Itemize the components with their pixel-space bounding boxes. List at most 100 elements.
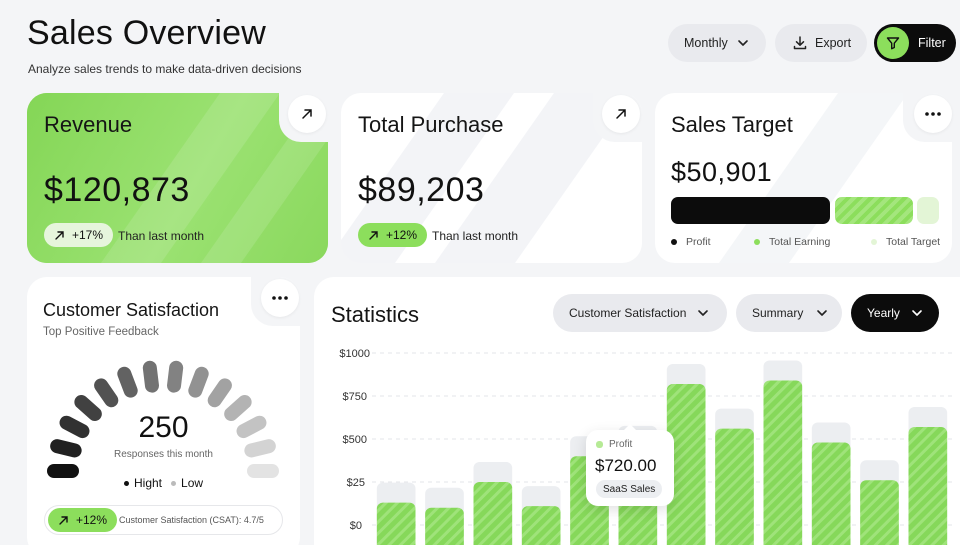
gauge-segment — [247, 464, 279, 478]
purchase-change-value: +12% — [386, 228, 418, 242]
revenue-title: Revenue — [44, 112, 133, 137]
chart-bar[interactable] — [908, 426, 948, 545]
page-title: Sales Overview — [27, 14, 266, 52]
chart-bar[interactable] — [666, 383, 706, 545]
purchase-note: Than last month — [432, 229, 519, 243]
gauge-segment — [94, 378, 119, 408]
legend-total-target-label: Total Target — [886, 236, 941, 248]
csat-title: Customer Satisfaction — [43, 300, 220, 320]
more-horizontal-icon — [925, 112, 941, 116]
view-dropdown[interactable]: Summary — [736, 294, 842, 332]
revenue-note: Than last month — [118, 229, 205, 243]
revenue-card: Revenue $120,873 +17% Than last month — [27, 92, 329, 263]
period-dropdown[interactable]: Monthly — [668, 24, 766, 62]
gauge-segment — [142, 360, 159, 393]
period-dropdown-label: Monthly — [684, 36, 728, 50]
chart-bar[interactable] — [811, 442, 851, 545]
arrow-up-right-icon — [302, 109, 312, 119]
revenue-change-value: +17% — [72, 228, 104, 242]
chart-bar[interactable] — [860, 480, 899, 545]
csat-legend-high: Hight — [134, 476, 163, 490]
filter-button[interactable]: Filter — [874, 24, 956, 62]
arrow-up-right-icon — [59, 515, 68, 525]
csat-footer-text: Customer Satisfaction (CSAT): 4.7/5 — [119, 515, 264, 525]
chart-bar[interactable] — [763, 380, 803, 545]
csat-value-caption: Responses this month — [114, 449, 213, 460]
page-subtitle: Analyze sales trends to make data-driven… — [28, 62, 302, 76]
tooltip-series: Profit — [596, 439, 632, 450]
filter-label: Filter — [918, 36, 946, 50]
more-horizontal-icon — [272, 296, 288, 300]
purchase-title: Total Purchase — [358, 112, 504, 137]
sales-target-more-button[interactable] — [914, 95, 952, 133]
chevron-down-icon — [737, 40, 748, 46]
metric-dropdown-label: Customer Satisfaction — [569, 306, 687, 320]
gauge-segment — [224, 395, 252, 421]
arrow-up-right-icon — [616, 109, 626, 119]
y-tick-label: $750 — [342, 391, 367, 403]
y-tick-label: $0 — [349, 520, 362, 532]
gauge-segment — [167, 360, 184, 393]
gauge-segment — [50, 439, 82, 458]
export-button[interactable]: Export — [775, 24, 867, 62]
chevron-down-icon — [698, 310, 709, 316]
gauge-segment — [244, 439, 276, 458]
gauge-segment — [59, 415, 90, 439]
legend-profit: Profit — [671, 236, 711, 248]
revenue-value: $120,873 — [44, 171, 190, 209]
revenue-open-button[interactable] — [288, 95, 326, 133]
arrow-up-right-icon — [369, 230, 378, 240]
legend-total-earning-label: Total Earning — [769, 236, 831, 248]
csat-footer: +12% Customer Satisfaction (CSAT): 4.7/5 — [44, 505, 283, 535]
tooltip-value: $720.00 — [595, 456, 657, 475]
chart-tooltip: Profit $720.00 SaaS Sales — [586, 424, 674, 506]
chart-bar[interactable] — [376, 502, 416, 545]
y-tick-label: $25 — [346, 477, 365, 489]
period-filter-label: Yearly — [867, 306, 900, 320]
target-bar-profit — [671, 197, 830, 224]
filter-icon — [877, 27, 909, 59]
sales-target-value: $50,901 — [671, 157, 773, 187]
customer-satisfaction-card: Customer Satisfaction Top Positive Feedb… — [27, 277, 300, 545]
metric-dropdown[interactable]: Customer Satisfaction — [553, 294, 727, 332]
export-label: Export — [815, 36, 852, 50]
y-tick-label: $500 — [342, 434, 367, 446]
purchase-card: Total Purchase $89,203 +12% Than last mo… — [341, 93, 642, 263]
chart-bar[interactable] — [425, 507, 464, 545]
download-icon — [793, 36, 807, 50]
chart-bar[interactable] — [473, 482, 513, 545]
gauge-segment — [188, 366, 209, 398]
tooltip-arrow — [624, 424, 636, 430]
period-filter-dropdown[interactable]: Yearly — [851, 294, 939, 332]
target-bar-target — [917, 197, 939, 224]
csat-gauge — [47, 360, 279, 478]
gauge-segment — [47, 464, 79, 478]
csat-subtitle: Top Positive Feedback — [43, 326, 159, 338]
purchase-value: $89,203 — [358, 171, 485, 209]
gauge-segment — [74, 395, 102, 421]
csat-more-button[interactable] — [261, 279, 299, 317]
gauge-segment — [236, 415, 267, 439]
chevron-down-icon — [817, 310, 828, 316]
tooltip-tag: SaaS Sales — [596, 480, 663, 498]
gauge-segment — [117, 366, 138, 398]
gauge-segment — [207, 378, 232, 408]
target-bar-earning — [835, 197, 913, 224]
view-dropdown-label: Summary — [752, 306, 804, 320]
y-tick-label: $1000 — [339, 348, 370, 360]
sales-target-card: Sales Target $50,901 — [655, 93, 952, 263]
statistics-title: Statistics — [331, 302, 420, 327]
legend-total-target: Total Target — [871, 236, 940, 248]
csat-legend: Hight Low — [124, 476, 203, 490]
chevron-down-icon — [912, 310, 922, 316]
csat-legend-low: Low — [181, 476, 204, 490]
chart-bar[interactable] — [521, 506, 561, 545]
legend-total-earning: Total Earning — [754, 236, 830, 248]
revenue-change-badge: +17% — [44, 223, 114, 247]
purchase-open-button[interactable] — [602, 95, 640, 133]
chart-bar[interactable] — [715, 428, 754, 545]
csat-change-value: +12% — [76, 513, 108, 527]
sales-target-title: Sales Target — [671, 112, 793, 137]
csat-change-badge: +12% — [48, 508, 118, 532]
tooltip-label: Profit — [609, 439, 633, 450]
